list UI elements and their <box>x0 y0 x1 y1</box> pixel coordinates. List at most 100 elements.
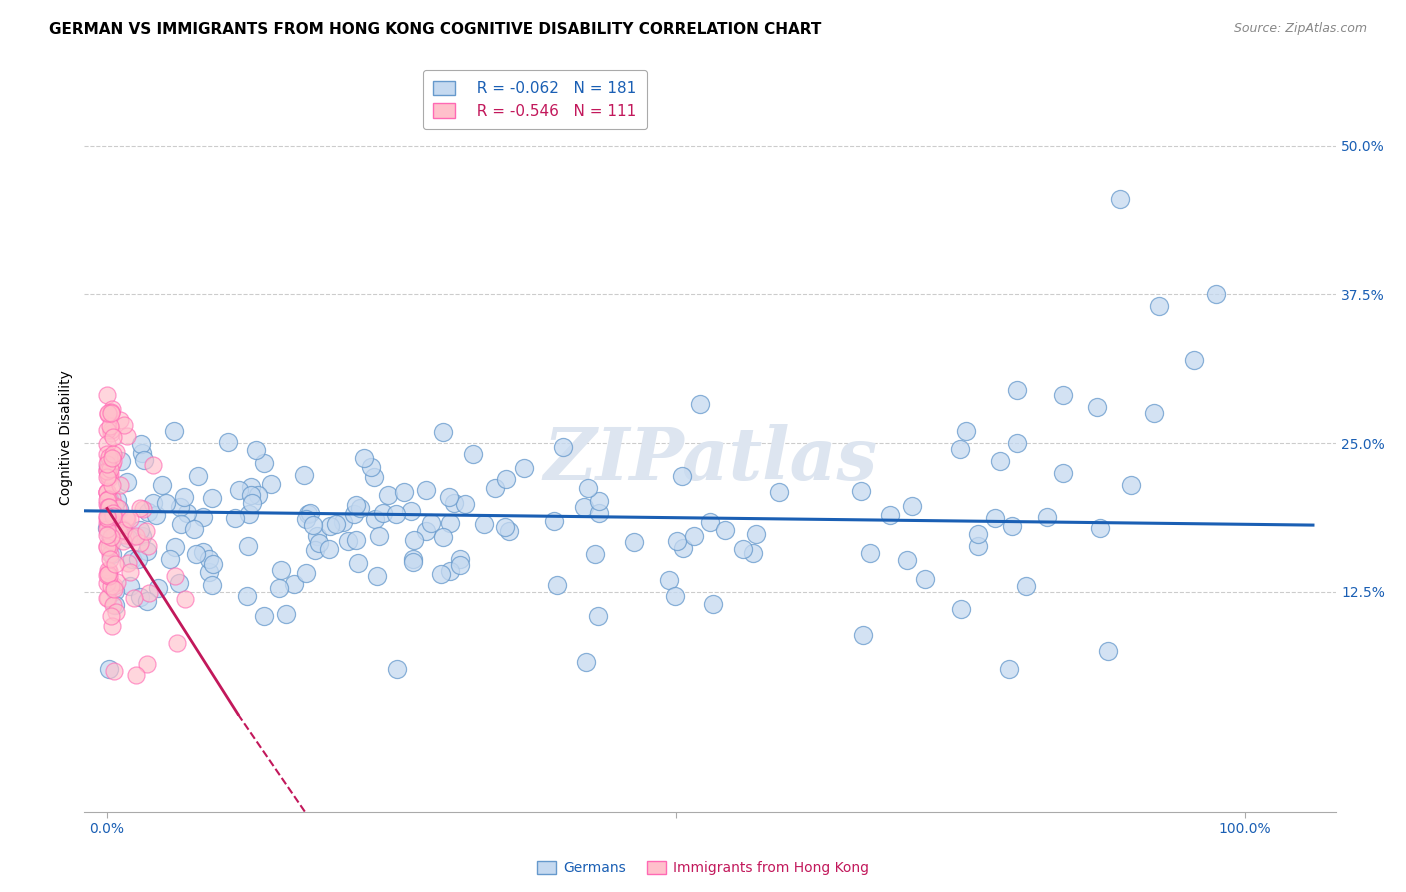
Point <box>100 534 122 549</box>
Point <box>96 388 118 402</box>
Point <box>97 565 120 579</box>
Point <box>101 447 124 461</box>
Point <box>101 402 124 417</box>
Point <box>402 551 425 566</box>
Point <box>159 551 181 566</box>
Point <box>129 524 152 538</box>
Point <box>135 543 157 558</box>
Point <box>96 539 118 553</box>
Point <box>117 556 139 570</box>
Point <box>128 536 150 550</box>
Point <box>745 527 768 541</box>
Point <box>371 506 394 520</box>
Point <box>240 480 263 494</box>
Point <box>96 511 118 525</box>
Point <box>363 470 385 484</box>
Point <box>101 547 124 561</box>
Point <box>110 478 132 492</box>
Point <box>1090 521 1112 535</box>
Point <box>449 552 471 566</box>
Point <box>896 553 918 567</box>
Point <box>136 505 159 519</box>
Point <box>240 496 263 510</box>
Point <box>664 589 686 603</box>
Point <box>439 516 461 530</box>
Point <box>110 521 132 535</box>
Point <box>97 566 120 581</box>
Point <box>97 591 120 605</box>
Point <box>1182 352 1205 367</box>
Point <box>572 500 595 515</box>
Point <box>98 467 121 482</box>
Point <box>142 458 165 472</box>
Point <box>176 506 198 520</box>
Point <box>246 488 269 502</box>
Point <box>575 655 598 669</box>
Point <box>96 568 118 582</box>
Point <box>105 492 128 507</box>
Point <box>163 569 186 583</box>
Point <box>415 483 437 497</box>
Point <box>115 475 138 489</box>
Point <box>966 527 988 541</box>
Point <box>449 558 471 573</box>
Point <box>429 567 451 582</box>
Point <box>120 511 142 525</box>
Point <box>98 662 121 676</box>
Point <box>98 462 121 476</box>
Point <box>439 564 461 578</box>
Point <box>702 597 724 611</box>
Point <box>198 552 221 566</box>
Point <box>128 591 150 605</box>
Point <box>96 520 118 534</box>
Point <box>131 446 153 460</box>
Point <box>107 518 129 533</box>
Point <box>292 467 315 482</box>
Point <box>546 578 568 592</box>
Point <box>103 508 125 523</box>
Point <box>96 576 118 591</box>
Point <box>385 508 408 522</box>
Point <box>96 485 118 500</box>
Point <box>343 508 366 522</box>
Point <box>96 436 118 450</box>
Point <box>96 513 118 527</box>
Point <box>96 497 118 511</box>
Point <box>129 500 152 515</box>
Point <box>148 581 170 595</box>
Point <box>672 541 695 556</box>
Point <box>96 508 118 523</box>
Point <box>96 470 118 484</box>
Point <box>1119 477 1142 491</box>
Point <box>96 526 118 541</box>
Point <box>115 429 138 443</box>
Point <box>588 507 610 521</box>
Point <box>1085 401 1108 415</box>
Point <box>100 531 122 545</box>
Point <box>112 534 135 549</box>
Point <box>332 515 354 529</box>
Point <box>307 529 329 543</box>
Point <box>98 500 121 514</box>
Point <box>494 520 516 534</box>
Point <box>142 496 165 510</box>
Point <box>100 406 122 420</box>
Point <box>169 500 191 514</box>
Point <box>224 511 246 525</box>
Point <box>97 500 120 515</box>
Point <box>236 589 259 603</box>
Point <box>98 568 121 582</box>
Point <box>377 488 399 502</box>
Point <box>136 593 159 607</box>
Point <box>997 662 1019 676</box>
Point <box>96 516 118 530</box>
Point <box>97 491 120 506</box>
Point <box>98 547 121 561</box>
Point <box>104 583 127 598</box>
Point <box>432 425 454 439</box>
Point <box>96 447 118 461</box>
Point <box>98 512 121 526</box>
Text: Source: ZipAtlas.com: Source: ZipAtlas.com <box>1233 22 1367 36</box>
Point <box>150 478 173 492</box>
Point <box>245 442 267 457</box>
